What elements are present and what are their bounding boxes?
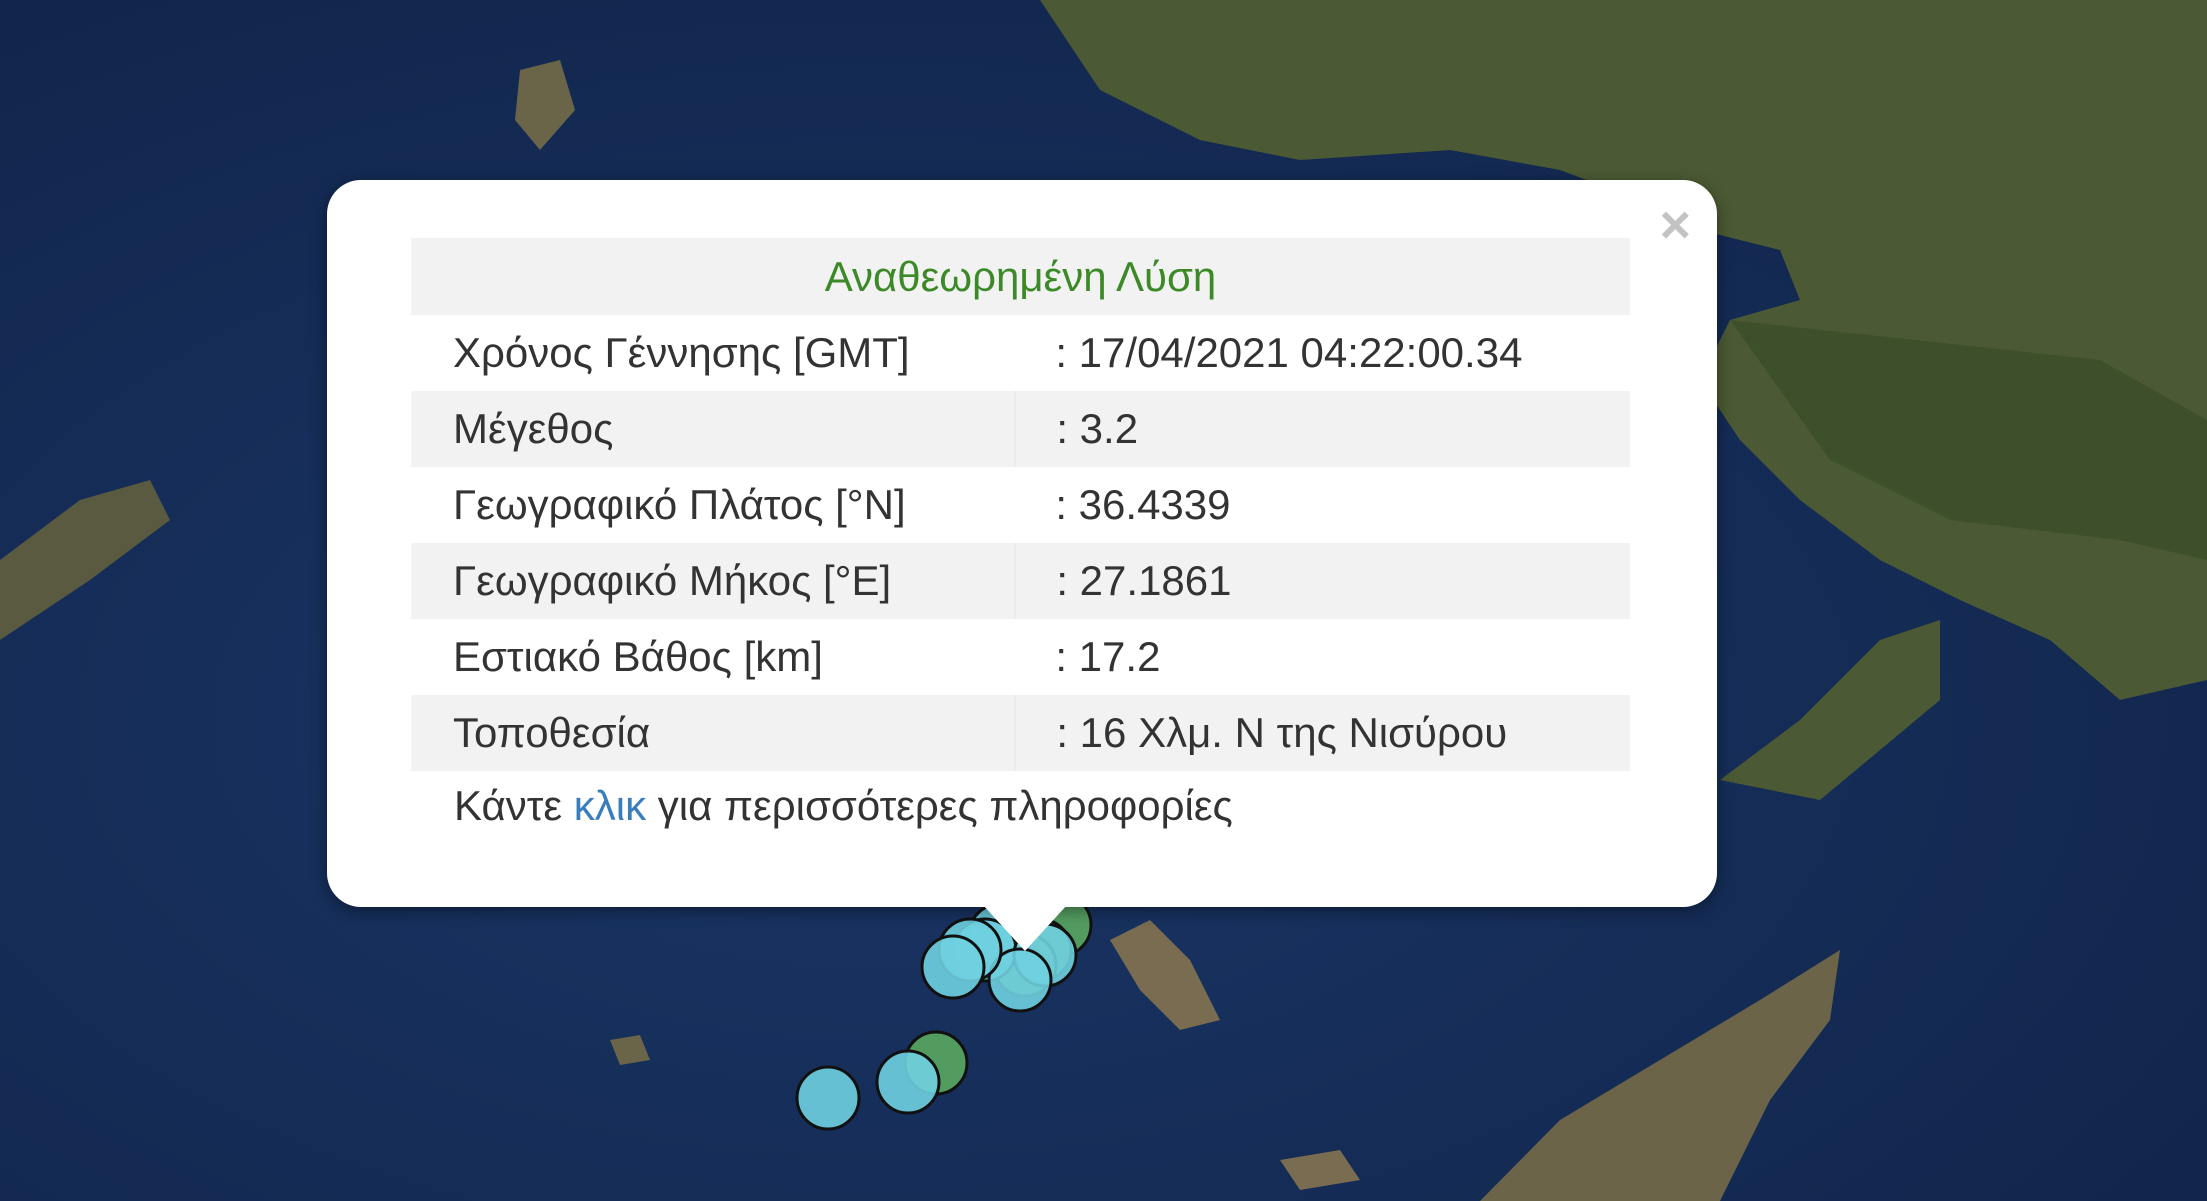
earthquake-marker[interactable] [875, 1049, 941, 1115]
table-row: Γεωγραφικό Πλάτος [°N] : 36.4339 [411, 467, 1630, 543]
row-value: : 36.4339 [1055, 481, 1231, 528]
row-label: Χρόνος Γέννησης [GMT] [453, 329, 910, 376]
row-label: Εστιακό Βάθος [km] [453, 633, 823, 680]
earthquake-marker[interactable] [920, 934, 986, 1000]
table-row: Χρόνος Γέννησης [GMT] : 17/04/2021 04:22:… [411, 315, 1630, 391]
earthquake-info-popup: × Αναθεωρημένη Λύση Χρόνος Γέννησης [GMT… [327, 180, 1717, 907]
row-label: Μέγεθος [411, 391, 1017, 467]
land-island [0, 480, 170, 640]
land-turkey [1040, 0, 2207, 700]
solution-title: Αναθεωρημένη Λύση [411, 238, 1630, 315]
table-row: Τοποθεσία: 16 Χλμ. Ν της Νισύρου [411, 695, 1630, 771]
more-info-link[interactable]: κλικ [573, 782, 647, 829]
popup-pointer [983, 905, 1067, 951]
row-value: : 16 Χλμ. Ν της Νισύρου [1015, 695, 1630, 771]
row-label: Γεωγραφικό Μήκος [°E] [411, 543, 1017, 619]
more-info-text: Κάντε κλικ για περισσότερες πληροφορίες [454, 782, 1233, 830]
earthquake-marker[interactable] [795, 1065, 861, 1131]
footer-text: Κάντε [454, 782, 574, 829]
footer-text: για περισσότερες πληροφορίες [646, 782, 1233, 829]
table-row: Γεωγραφικό Μήκος [°E]: 27.1861 [411, 543, 1630, 619]
row-value: : 17.2 [1055, 633, 1161, 680]
row-label: Τοποθεσία [411, 695, 1017, 771]
earthquake-details-table: Αναθεωρημένη Λύση Χρόνος Γέννησης [GMT]:… [411, 238, 1630, 771]
table-row: Μέγεθος: 3.2 [411, 391, 1630, 467]
row-value: : 27.1861 [1015, 543, 1630, 619]
land-rhodes [1480, 950, 1840, 1201]
row-label: Γεωγραφικό Πλάτος [°N] [453, 481, 906, 528]
row-value: : 3.2 [1015, 391, 1630, 467]
row-value: : 17/04/2021 04:22:00.34 [1055, 329, 1523, 376]
table-row: Εστιακό Βάθος [km] : 17.2 [411, 619, 1630, 695]
close-icon[interactable]: × [1659, 195, 1691, 255]
